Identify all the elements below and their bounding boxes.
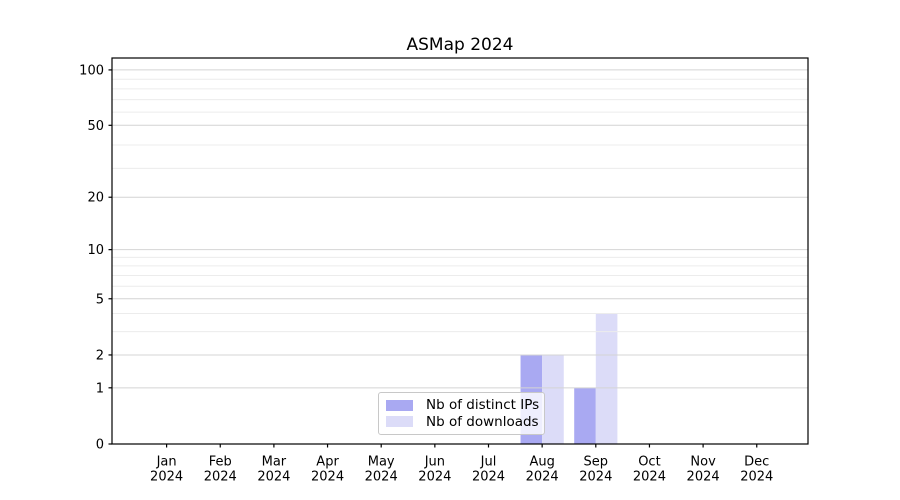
series-downloads-bars [542,313,618,444]
gridlines-minor [112,78,808,333]
x-tick-label-year: 2024 [579,470,612,485]
x-tick-label-month: Apr [316,455,339,470]
x-tick-label-month: Nov [690,455,716,470]
x-tick-label-month: Jul [480,455,497,470]
plot-border [111,57,809,445]
x-tick-label-month: Dec [744,455,769,470]
x-tick-label-month: Oct [638,455,660,470]
x-tick-label-year: 2024 [418,470,451,485]
x-tick-label-year: 2024 [365,470,398,485]
x-tick-label-year: 2024 [257,470,290,485]
bar-distinct-ips [574,387,596,444]
x-tick-label-month: May [368,455,395,470]
bar-downloads [542,354,564,444]
legend-swatch-downloads [386,416,413,428]
x-tick-label-month: Aug [529,455,554,470]
x-tick-label-year: 2024 [633,470,666,485]
x-tick-label-year: 2024 [687,470,720,485]
gridlines-major [112,69,808,389]
y-tick-label: 5 [96,292,104,307]
x-tick-label-year: 2024 [740,470,773,485]
legend-label-downloads: Nb of downloads [426,413,539,430]
y-tick-label: 100 [79,63,104,78]
y-tick-label: 0 [96,438,104,453]
x-tick-label-year: 2024 [311,470,344,485]
x-tick-label-month: Jan [156,455,177,470]
legend: Nb of distinct IPs Nb of downloads [378,392,545,435]
y-tick-label: 2 [96,348,104,363]
chart-title: ASMap 2024 [406,35,514,55]
y-tick-label: 50 [87,119,104,134]
y-axis: 0 1 2 5 10 20 50 100 [79,63,112,453]
x-tick-label-year: 2024 [526,470,559,485]
x-tick-label-month: Sep [584,455,609,470]
legend-swatch-distinct-ips [386,399,413,411]
y-tick-label: 1 [96,381,104,396]
x-tick-label-year: 2024 [472,470,505,485]
legend-label-distinct-ips: Nb of distinct IPs [426,397,540,414]
y-tick-label: 10 [87,243,104,258]
x-tick-label-month: Feb [209,455,232,470]
legend-item-distinct-ips: Nb of distinct IPs [386,397,540,414]
x-tick-label-month: Jun [424,455,445,470]
bar-downloads [595,313,618,444]
x-axis: Jan2024Feb2024Mar2024Apr2024May2024Jun20… [150,444,773,485]
y-tick-label: 20 [87,191,104,206]
x-tick-label-year: 2024 [150,470,183,485]
x-tick-label-year: 2024 [204,470,237,485]
x-tick-label-month: Mar [262,455,287,470]
legend-item-downloads: Nb of downloads [386,413,539,430]
